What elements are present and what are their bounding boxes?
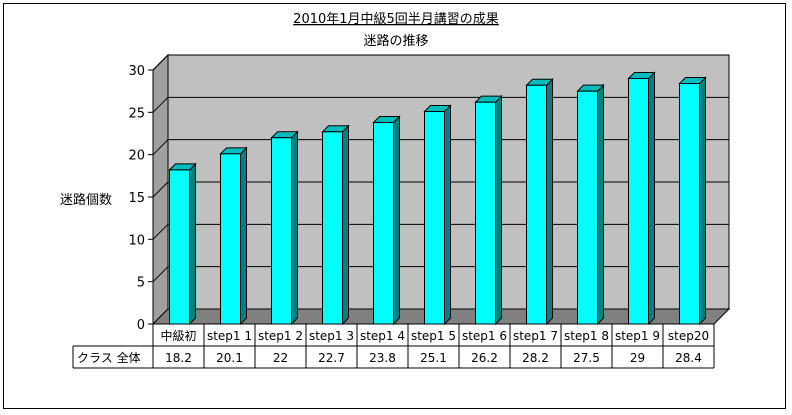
y-axis-label: 迷路個数 <box>60 192 112 208</box>
gridline-side <box>152 266 169 283</box>
gridline-side <box>152 181 169 198</box>
gridline-side <box>152 54 169 71</box>
bar-front <box>577 90 598 325</box>
bar-front <box>220 153 241 325</box>
bar-front <box>679 83 700 325</box>
table-value: 22.7 <box>318 351 345 365</box>
bar-side <box>240 146 247 326</box>
bar <box>474 94 503 326</box>
table-series-name: クラス 全体 <box>77 350 141 365</box>
data-table: 中級初 step1 1 step1 2 step1 3 step1 4 step1 5 st… <box>72 324 715 369</box>
gridline-side <box>152 223 169 240</box>
bar-side <box>495 94 502 326</box>
bar-front <box>322 131 343 325</box>
x-category-label: step1 5 <box>411 329 456 343</box>
bar-side <box>597 83 604 326</box>
x-category-label: step1 3 <box>309 329 354 343</box>
y-tick-label: 30 <box>128 64 145 79</box>
bar <box>576 83 605 326</box>
bar-side <box>393 115 400 326</box>
x-category-label: step20 <box>668 329 709 343</box>
bar-side <box>291 130 298 326</box>
chart-title: 2010年1月中級5回半月講習の成果 <box>293 11 499 27</box>
y-tick-label: 5 <box>137 276 145 291</box>
table-value: 20.1 <box>216 351 243 365</box>
bar-side <box>189 162 196 326</box>
table-value: 29 <box>630 351 645 365</box>
chart-subtitle: 迷路の推移 <box>363 33 428 49</box>
x-category-label: step1 6 <box>462 329 507 343</box>
bar <box>168 162 197 326</box>
chart-frame: 2010年1月中級5回半月講習の成果 迷路の推移 迷路個数 0 5 10 15 20 25… <box>3 3 786 409</box>
table-value: 25.1 <box>420 351 447 365</box>
bars <box>168 71 707 326</box>
bar-front <box>475 101 496 325</box>
bar-front <box>526 84 547 325</box>
bar-side <box>342 124 349 326</box>
table-value: 28.2 <box>522 351 549 365</box>
gridline-side <box>152 139 169 156</box>
chart: 2010年1月中級5回半月講習の成果 迷路の推移 迷路個数 0 5 10 15 20 25… <box>60 11 731 369</box>
x-category-label: 中級初 <box>160 328 196 343</box>
y-tick-label: 10 <box>128 233 145 248</box>
x-category-label: step1 2 <box>258 329 303 343</box>
bar <box>270 130 299 326</box>
bar-front <box>628 77 649 325</box>
y-tick-label: 25 <box>128 106 145 121</box>
bar-front <box>271 137 292 325</box>
bar-front <box>373 121 394 325</box>
bar <box>627 71 656 326</box>
bar <box>321 124 350 326</box>
bar <box>423 104 452 326</box>
bar-front <box>169 169 190 325</box>
y-tick-label: 15 <box>128 191 145 206</box>
x-category-label: step1 9 <box>615 329 660 343</box>
x-category-label: step1 8 <box>564 329 609 343</box>
bar-side <box>444 104 451 326</box>
bar-front <box>424 110 445 325</box>
x-category-label: step1 7 <box>513 329 558 343</box>
x-category-label: step1 1 <box>207 329 252 343</box>
bar <box>219 146 248 326</box>
bar-side <box>546 78 553 326</box>
bar <box>678 76 707 326</box>
table-value: 26.2 <box>471 351 498 365</box>
bar <box>372 115 401 326</box>
gridline-side <box>152 96 169 113</box>
bar <box>525 78 554 326</box>
table-value: 18.2 <box>165 351 192 365</box>
table-value: 22 <box>273 351 288 365</box>
bar-side <box>699 76 706 326</box>
y-tick-label: 0 <box>137 318 145 333</box>
table-value: 28.4 <box>675 351 702 365</box>
table-value: 23.8 <box>369 351 396 365</box>
y-tick-label: 20 <box>128 149 145 164</box>
bar-side <box>648 71 655 326</box>
table-value: 27.5 <box>573 351 600 365</box>
x-category-label: step1 4 <box>360 329 405 343</box>
